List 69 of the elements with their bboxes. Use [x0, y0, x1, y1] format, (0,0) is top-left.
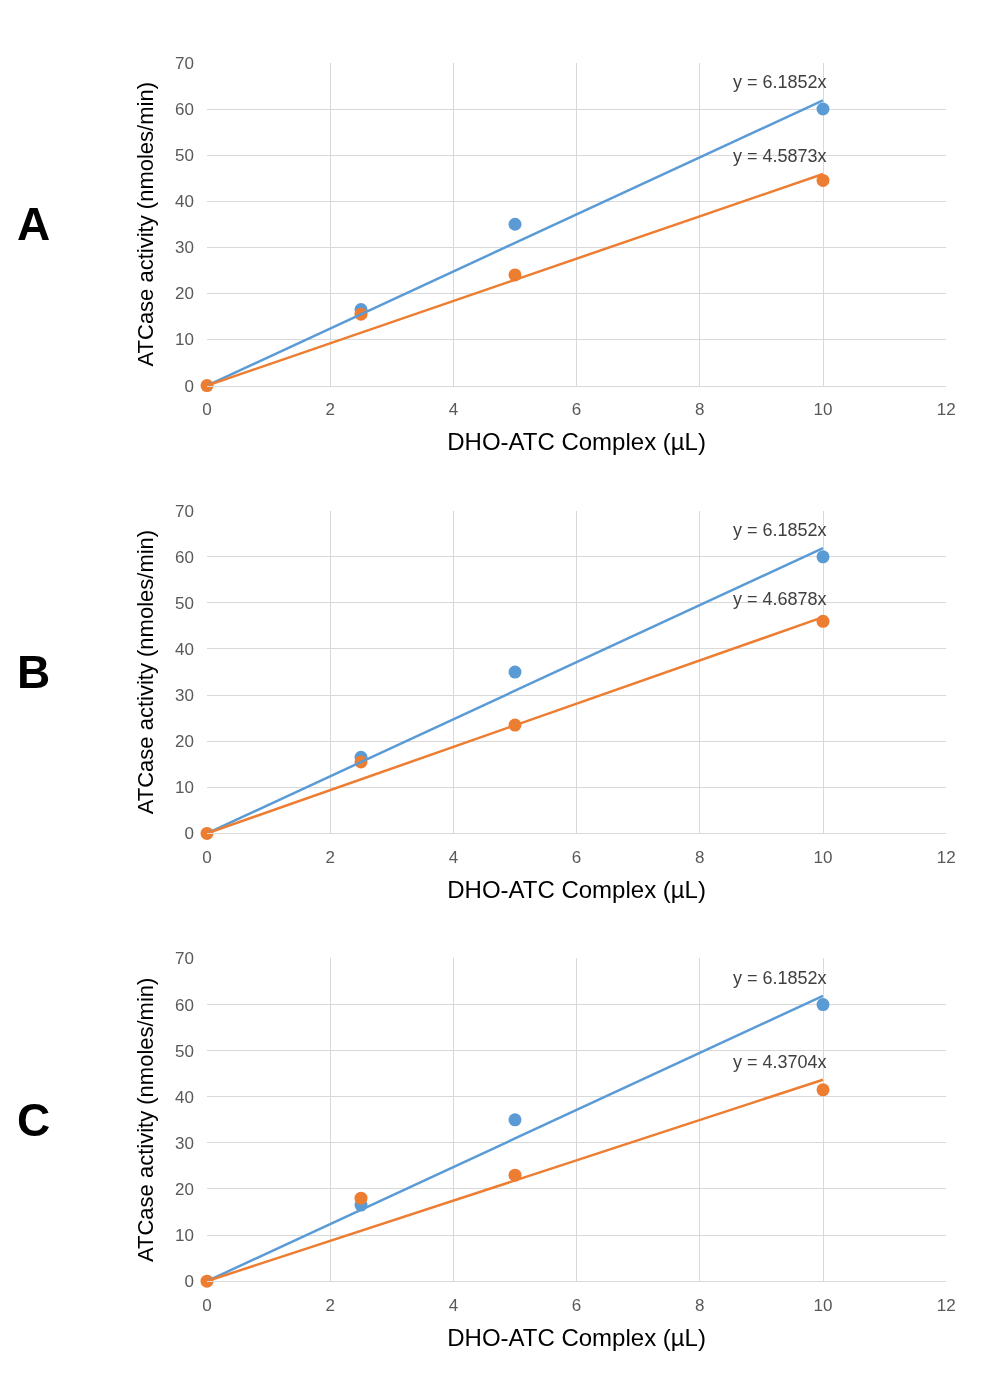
series-label: y = 6.1852x	[733, 520, 827, 540]
point	[508, 1113, 522, 1127]
x-tick-label: 12	[936, 847, 956, 867]
x-tick-label: 4	[448, 399, 459, 419]
y-tick-label: 60	[175, 99, 194, 119]
y-tick-label: 0	[184, 824, 194, 844]
y-tick-label: 40	[175, 192, 194, 212]
y-tick-label: 20	[175, 732, 194, 752]
y-tick-label: 20	[175, 1179, 194, 1199]
y-tick-label: 0	[184, 376, 194, 396]
point	[816, 998, 830, 1012]
y-tick-label: 50	[175, 593, 194, 613]
point	[508, 217, 522, 231]
x-tick-label: 6	[571, 847, 582, 867]
y-tick-label: 10	[175, 1226, 194, 1246]
x-tick-label: 12	[936, 1295, 956, 1315]
y-axis-title: ATCase activity (nmoles/min)	[132, 529, 158, 815]
point	[354, 1191, 368, 1205]
y-tick-label: 70	[175, 501, 194, 521]
x-axis-title: DHO-ATC Complex (µL)	[447, 1323, 706, 1351]
x-tick-label: 0	[202, 1295, 212, 1315]
x-tick-label: 2	[325, 1295, 335, 1315]
point	[816, 550, 830, 564]
y-tick-label: 0	[184, 1272, 194, 1292]
series-label: y = 4.5873x	[733, 146, 827, 166]
y-tick-label: 10	[175, 330, 194, 350]
text: B	[17, 646, 51, 698]
x-tick-label: 2	[325, 399, 335, 419]
y-tick-label: 60	[175, 995, 194, 1015]
x-tick-label: 2	[325, 847, 335, 867]
x-tick-label: 8	[695, 847, 705, 867]
x-tick-label: 12	[936, 399, 956, 419]
y-tick-label: 40	[175, 1087, 194, 1107]
y-tick-label: 40	[175, 639, 194, 659]
series-label: y = 6.1852x	[733, 72, 827, 92]
y-tick-label: 70	[175, 53, 194, 73]
x-tick-label: 10	[813, 847, 833, 867]
text: C	[17, 1094, 51, 1146]
y-tick-label: 10	[175, 778, 194, 798]
x-tick-label: 8	[695, 399, 705, 419]
x-tick-label: 6	[571, 399, 582, 419]
x-tick-label: 4	[448, 847, 459, 867]
point	[508, 665, 522, 679]
y-tick-label: 30	[175, 238, 194, 258]
y-tick-label: 70	[175, 949, 194, 969]
x-axis-title: DHO-ATC Complex (µL)	[447, 428, 706, 456]
point	[816, 102, 830, 116]
point	[816, 173, 830, 187]
x-tick-label: 4	[448, 1295, 459, 1315]
x-tick-label: 0	[202, 847, 212, 867]
y-tick-label: 20	[175, 284, 194, 304]
x-tick-label: 6	[571, 1295, 582, 1315]
x-axis-title: DHO-ATC Complex (µL)	[447, 876, 706, 904]
x-tick-label: 10	[813, 399, 833, 419]
y-tick-label: 30	[175, 1133, 194, 1153]
y-axis-title: ATCase activity (nmoles/min)	[132, 82, 158, 367]
y-tick-label: 30	[175, 686, 194, 706]
y-axis-title: ATCase activity (nmoles/min)	[132, 977, 158, 1263]
x-tick-label: 10	[813, 1295, 833, 1315]
y-tick-label: 50	[175, 146, 194, 166]
text: A	[17, 198, 51, 250]
series-label: y = 4.3704x	[733, 1052, 827, 1072]
series-label: y = 6.1852x	[733, 968, 827, 988]
y-tick-label: 50	[175, 1041, 194, 1061]
point	[816, 1083, 830, 1097]
x-tick-label: 0	[202, 399, 212, 419]
y-tick-label: 60	[175, 547, 194, 567]
x-tick-label: 8	[695, 1295, 705, 1315]
series-label: y = 4.6878x	[733, 589, 827, 609]
